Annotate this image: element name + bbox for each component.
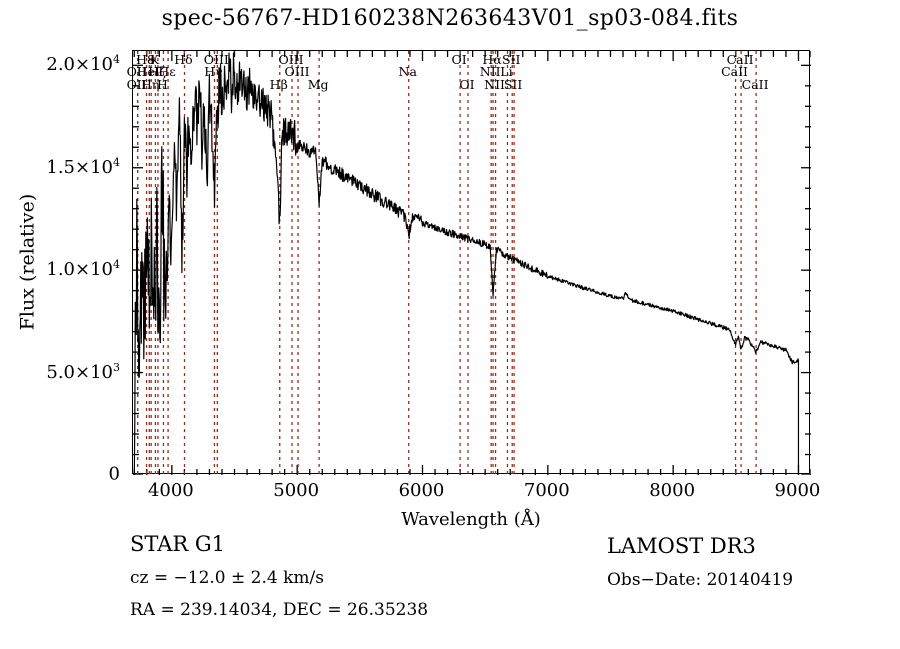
spectral-line-label: CaII bbox=[741, 77, 769, 92]
spectral-line-label: Hη bbox=[140, 77, 160, 92]
spectral-line-label: SII bbox=[503, 77, 523, 92]
y-tick-label: 2.0×104 bbox=[46, 53, 120, 76]
spectral-line-label: Hγ bbox=[204, 64, 223, 79]
x-tick-label: 6000 bbox=[398, 480, 445, 501]
observation-date: Obs−Date: 20140419 bbox=[607, 570, 794, 590]
spectral-line-label: OIII bbox=[284, 64, 310, 79]
y-tick-label: 0 bbox=[108, 463, 120, 485]
spectral-line-label: OIII bbox=[278, 52, 304, 67]
y-tick-label: 5.0×103 bbox=[46, 360, 120, 383]
x-tick-label: 7000 bbox=[523, 480, 570, 501]
spectral-line-label: SII bbox=[501, 52, 521, 67]
spectral-line-label: NII bbox=[484, 77, 505, 92]
x-tick-label: 8000 bbox=[649, 480, 696, 501]
radial-velocity: cz = −12.0 ± 2.4 km/s bbox=[130, 568, 324, 588]
y-tick-label: 1.0×104 bbox=[46, 258, 120, 281]
spectral-line-label: Hβ bbox=[269, 77, 288, 92]
spectral-line-label: Hα bbox=[482, 52, 502, 67]
x-tick-label: 4000 bbox=[147, 480, 194, 501]
spectral-line-label: OII bbox=[126, 64, 147, 79]
plot-frame bbox=[132, 50, 811, 475]
footer-info: STAR G1 cz = −12.0 ± 2.4 km/s RA = 239.1… bbox=[0, 530, 900, 640]
x-tick-label: 5000 bbox=[273, 480, 320, 501]
spectral-line-label: CaII bbox=[726, 52, 754, 67]
spectral-line-label: OI bbox=[451, 52, 467, 67]
spectral-line-label: NII bbox=[479, 64, 501, 79]
spectral-line-label: K bbox=[149, 52, 160, 67]
survey-name: LAMOST DR3 bbox=[607, 534, 756, 558]
spectral-line-label: H bbox=[157, 77, 168, 92]
spectral-line-label: Li bbox=[500, 64, 513, 79]
spectrum-plot bbox=[133, 51, 811, 475]
spectral-line-label: CaII bbox=[721, 64, 748, 79]
spectral-line-label: OIII bbox=[203, 52, 229, 67]
spectral-line-label: Hε bbox=[158, 64, 176, 79]
x-tick-label: 9000 bbox=[774, 480, 821, 501]
spectral-line-label: Mg bbox=[307, 77, 329, 92]
object-class: STAR G1 bbox=[130, 532, 226, 556]
coordinates: RA = 239.14034, DEC = 26.35238 bbox=[130, 600, 429, 620]
spectral-line-label: OII bbox=[126, 77, 147, 92]
spectral-line-label: Hζ bbox=[148, 64, 166, 79]
spectral-line-label: Hδ bbox=[174, 52, 193, 67]
spectral-line-label: HeI bbox=[136, 64, 160, 79]
page-title: spec-56767-HD160238N263643V01_sp03-084.f… bbox=[161, 6, 739, 31]
y-axis-tick-labels: 0 5.0×103 1.0×104 1.5×104 2.0×104 bbox=[0, 0, 126, 649]
spectral-line-label: OI bbox=[459, 77, 475, 92]
spectral-line-label: H8 bbox=[136, 52, 155, 67]
x-axis-label: Wavelength (Å) bbox=[401, 509, 541, 530]
y-tick-label: 1.5×104 bbox=[46, 155, 120, 178]
spectral-line-label: Na bbox=[398, 64, 417, 79]
